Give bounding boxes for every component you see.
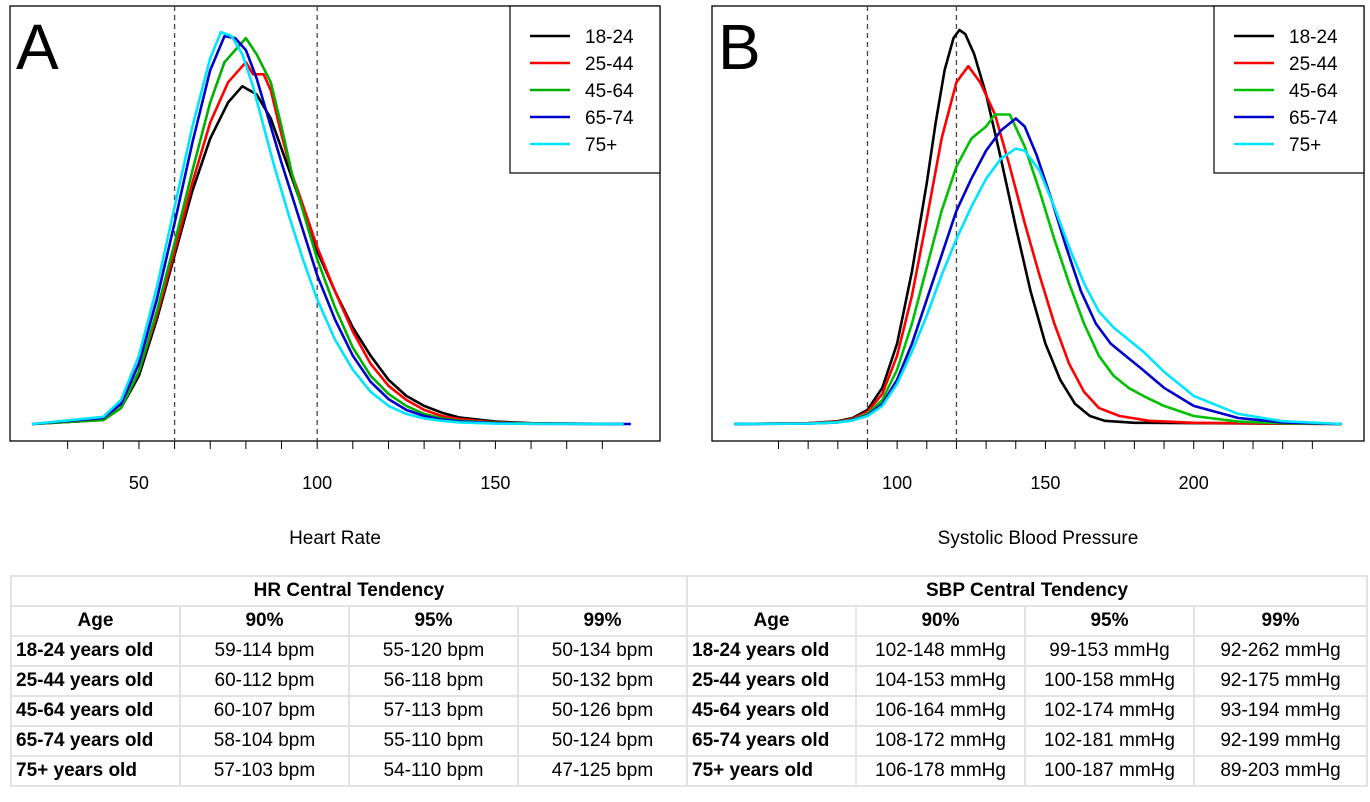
legend-entry: 75+: [1289, 135, 1321, 156]
legend: 18-24 25-44 45-64 65-74 75+: [510, 6, 660, 173]
hr-90-column-header: 90%: [180, 606, 349, 636]
sbp-age-cell: 18-24 years old: [687, 636, 856, 666]
sbp-age-cell: 45-64 years old: [687, 696, 856, 726]
legend-entry: 45-64: [585, 81, 634, 102]
x-tick-label: 100: [882, 473, 912, 493]
hr-90-cell: 58-104 bpm: [180, 726, 349, 756]
hr-90-cell: 57-103 bpm: [180, 756, 349, 786]
table-row: 65-74 years old 58-104 bpm 55-110 bpm 50…: [11, 726, 1367, 756]
x-tick-label: 150: [480, 473, 510, 493]
hr-90-cell: 60-107 bpm: [180, 696, 349, 726]
hr-95-column-header: 95%: [349, 606, 518, 636]
sbp-95-cell: 102-174 mmHg: [1025, 696, 1194, 726]
sbp-age-cell: 65-74 years old: [687, 726, 856, 756]
sbp-95-cell: 102-181 mmHg: [1025, 726, 1194, 756]
hr-age-cell: 75+ years old: [11, 756, 180, 786]
sbp-90-cell: 104-153 mmHg: [856, 666, 1025, 696]
hr-99-cell: 50-132 bpm: [518, 666, 687, 696]
sbp-90-column-header: 90%: [856, 606, 1025, 636]
x-tick-label: 200: [1179, 473, 1209, 493]
hr-age-cell: 25-44 years old: [11, 666, 180, 696]
legend-entry: 25-44: [1289, 54, 1338, 75]
hr-99-cell: 50-134 bpm: [518, 636, 687, 666]
sbp-99-cell: 92-175 mmHg: [1194, 666, 1367, 696]
x-axis-title: Heart Rate: [289, 528, 381, 549]
sbp-99-cell: 93-194 mmHg: [1194, 696, 1367, 726]
hr-99-column-header: 99%: [518, 606, 687, 636]
legend: 18-24 25-44 45-64 65-74 75+: [1214, 6, 1364, 173]
hr-99-cell: 47-125 bpm: [518, 756, 687, 786]
sbp-90-cell: 106-178 mmHg: [856, 756, 1025, 786]
table-column-header-row: Age 90% 95% 99% Age 90% 95% 99%: [11, 606, 1367, 636]
table-row: 25-44 years old 60-112 bpm 56-118 bpm 50…: [11, 666, 1367, 696]
sbp-90-cell: 102-148 mmHg: [856, 636, 1025, 666]
x-tick-label: 150: [1030, 473, 1060, 493]
legend-entry: 65-74: [585, 108, 634, 129]
hr-95-cell: 57-113 bpm: [349, 696, 518, 726]
panel-label: A: [16, 11, 59, 83]
hr-95-cell: 55-120 bpm: [349, 636, 518, 666]
sbp-age-cell: 25-44 years old: [687, 666, 856, 696]
legend-entry: 45-64: [1289, 81, 1338, 102]
x-tick-label: 100: [302, 473, 332, 493]
hr-age-cell: 18-24 years old: [11, 636, 180, 666]
sbp-90-cell: 108-172 mmHg: [856, 726, 1025, 756]
legend-entry: 65-74: [1289, 108, 1338, 129]
hr-age-cell: 65-74 years old: [11, 726, 180, 756]
hr-95-cell: 55-110 bpm: [349, 726, 518, 756]
table-row: 18-24 years old 59-114 bpm 55-120 bpm 50…: [11, 636, 1367, 666]
hr-90-cell: 59-114 bpm: [180, 636, 349, 666]
legend-entry: 25-44: [585, 54, 634, 75]
legend-entry: 18-24: [585, 27, 634, 48]
hr-central-tendency-header: HR Central Tendency: [11, 576, 687, 606]
legend-entry: 75+: [585, 135, 617, 156]
sbp-99-cell: 92-262 mmHg: [1194, 636, 1367, 666]
hr-90-cell: 60-112 bpm: [180, 666, 349, 696]
sbp-99-column-header: 99%: [1194, 606, 1367, 636]
x-tick-label: 50: [129, 473, 149, 493]
sbp-central-tendency-header: SBP Central Tendency: [687, 576, 1367, 606]
sbp-95-column-header: 95%: [1025, 606, 1194, 636]
table-row: 45-64 years old 60-107 bpm 57-113 bpm 50…: [11, 696, 1367, 726]
central-tendency-table: HR Central Tendency SBP Central Tendency…: [10, 575, 1368, 787]
sbp-99-cell: 92-199 mmHg: [1194, 726, 1367, 756]
chart-panel-b: 100 150 200 B Systolic Blood Pressure 18-24 25…: [712, 6, 1364, 549]
sbp-age-column-header: Age: [687, 606, 856, 636]
hr-95-cell: 56-118 bpm: [349, 666, 518, 696]
sbp-99-cell: 89-203 mmHg: [1194, 756, 1367, 786]
hr-95-cell: 54-110 bpm: [349, 756, 518, 786]
sbp-95-cell: 99-153 mmHg: [1025, 636, 1194, 666]
sbp-90-cell: 106-164 mmHg: [856, 696, 1025, 726]
density-charts: 50 100 150 A Heart Rate 18-24 25-44 45-64 65-74 7…: [0, 0, 1370, 570]
sbp-age-cell: 75+ years old: [687, 756, 856, 786]
table-row: 75+ years old 57-103 bpm 54-110 bpm 47-1…: [11, 756, 1367, 786]
central-tendency-table-container: HR Central Tendency SBP Central Tendency…: [10, 575, 1366, 787]
hr-99-cell: 50-124 bpm: [518, 726, 687, 756]
panel-label: B: [718, 11, 761, 83]
legend-entry: 18-24: [1289, 27, 1338, 48]
x-axis-title: Systolic Blood Pressure: [938, 528, 1139, 549]
sbp-95-cell: 100-158 mmHg: [1025, 666, 1194, 696]
sbp-95-cell: 100-187 mmHg: [1025, 756, 1194, 786]
hr-99-cell: 50-126 bpm: [518, 696, 687, 726]
table-group-header-row: HR Central Tendency SBP Central Tendency: [11, 576, 1367, 606]
chart-panel-a: 50 100 150 A Heart Rate 18-24 25-44 45-64 65-74 7…: [10, 6, 660, 549]
hr-age-column-header: Age: [11, 606, 180, 636]
hr-age-cell: 45-64 years old: [11, 696, 180, 726]
